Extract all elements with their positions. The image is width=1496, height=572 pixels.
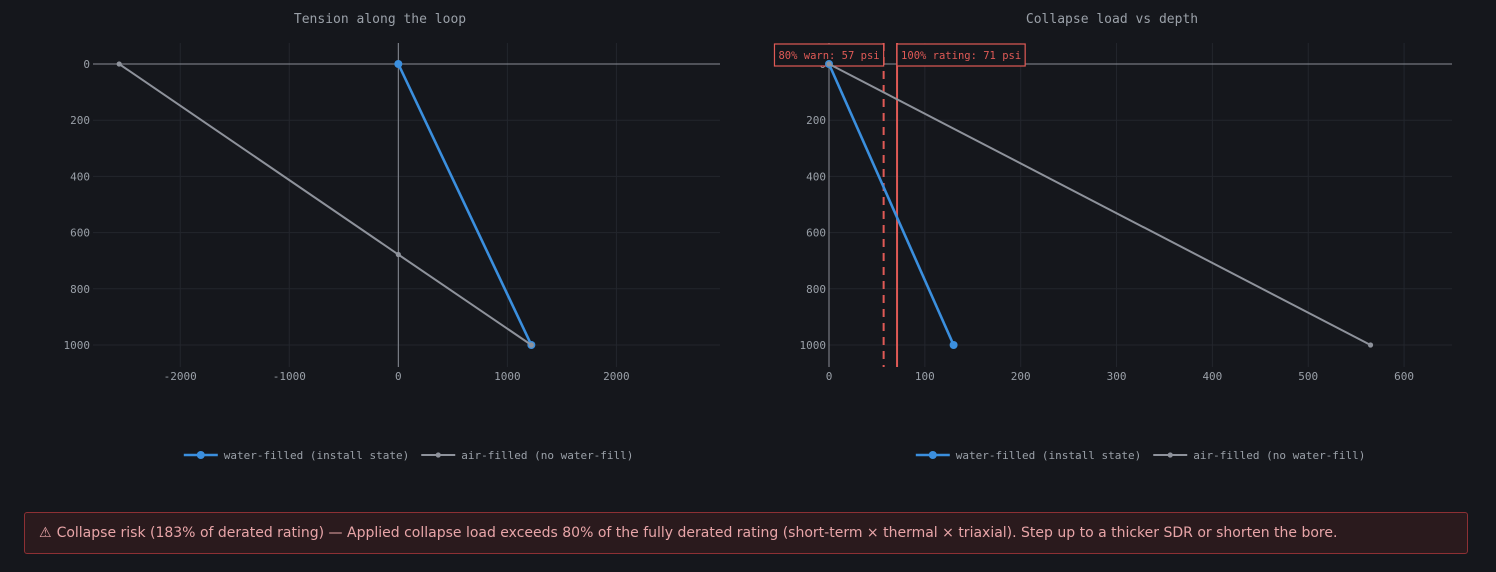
- series-point: [528, 342, 534, 348]
- x-tick-label: 100: [915, 370, 935, 383]
- legend-label: air-filled (no water-fill): [1193, 449, 1365, 462]
- series-point: [116, 61, 122, 67]
- series-point: [394, 60, 403, 68]
- chart-title: Collapse load vs depth: [1026, 12, 1198, 27]
- x-tick-label: 600: [1394, 370, 1414, 383]
- legend-label: water-filled (install state): [224, 449, 409, 462]
- series-point: [949, 341, 958, 349]
- x-tick-label: 500: [1298, 370, 1318, 383]
- alert-text: Collapse risk (183% of derated rating) —…: [56, 525, 1338, 541]
- y-tick-label: 400: [70, 170, 90, 183]
- y-tick-label: 200: [806, 114, 826, 127]
- x-tick-label: 200: [1011, 370, 1031, 383]
- y-tick-label: 200: [70, 114, 90, 127]
- y-tick-label: 800: [806, 283, 826, 296]
- x-tick-label: 0: [826, 370, 833, 383]
- legend-item: water-filled (install state): [183, 449, 409, 462]
- reference-label-text: 80% warn: 57 psi: [778, 50, 879, 62]
- series-line: [827, 63, 955, 346]
- x-tick-label: -2000: [164, 370, 197, 383]
- tension-chart: Tension along the loop -2000 -1000 0 1000 20…: [64, 12, 720, 462]
- y-tick-label: 1000: [800, 339, 827, 352]
- x-tick-label: 300: [1107, 370, 1127, 383]
- x-tick-label: 0: [395, 370, 402, 383]
- y-tick-label: 1000: [64, 339, 91, 352]
- y-tick-label: 400: [806, 170, 826, 183]
- y-tick-label: 600: [70, 227, 90, 240]
- series-point: [395, 251, 401, 258]
- collapse-chart: Collapse load vs depth 0 100 200 300 400 500 6…: [773, 12, 1452, 462]
- legend-item: water-filled (install state): [915, 449, 1141, 462]
- x-tick-label: 1000: [494, 370, 521, 383]
- series-line: [118, 63, 532, 346]
- chart-title: Tension along the loop: [294, 12, 466, 27]
- legend-label: water-filled (install state): [956, 449, 1141, 462]
- warning-icon: ⚠: [39, 525, 52, 541]
- y-tick-label: 600: [806, 227, 826, 240]
- series-line: [828, 63, 1371, 346]
- x-tick-label: -1000: [273, 370, 306, 383]
- legend-item: air-filled (no water-fill): [421, 449, 633, 462]
- charts-canvas: Tension along the loop -2000 -1000 0 1000 20…: [64, 12, 1452, 462]
- y-tick-label: 800: [70, 283, 90, 296]
- reference-label: 100% rating: 71 psi: [896, 43, 1026, 67]
- reference-label: 80% warn: 57 psi: [773, 43, 885, 67]
- series-point: [826, 61, 832, 67]
- y-tick-label: 0: [83, 58, 90, 71]
- collapse-risk-alert: ⚠ Collapse risk (183% of derated rating)…: [24, 512, 1468, 554]
- legend-label: air-filled (no water-fill): [461, 449, 633, 462]
- legend-item: air-filled (no water-fill): [1153, 449, 1365, 462]
- x-tick-label: 2000: [603, 370, 630, 383]
- series-line: [397, 63, 533, 346]
- reference-label-text: 100% rating: 71 psi: [901, 50, 1021, 62]
- x-tick-label: 400: [1202, 370, 1222, 383]
- series-point: [1367, 342, 1374, 348]
